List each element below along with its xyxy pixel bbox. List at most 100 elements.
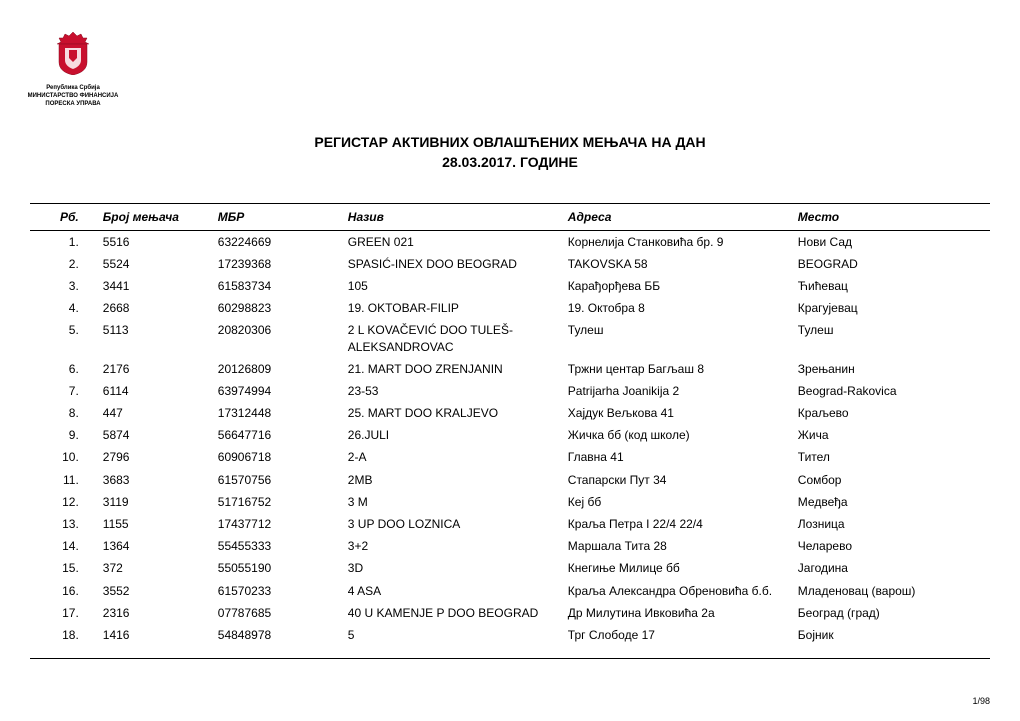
cell-broj: 447 [99,402,214,424]
cell-naziv: 4 ASA [344,580,564,602]
cell-mbr: 51716752 [214,491,344,513]
cell-broj: 2668 [99,297,214,319]
cell-mesto: Лозница [794,513,990,535]
table-row: 2.552417239368SPASIĆ-INEX DOO BEOGRADTAK… [30,253,990,275]
cell-rb: 9. [30,424,99,446]
page-number: 1/98 [972,696,990,706]
ministry-line1: Република Србија [18,85,128,93]
col-header-mesto: Место [794,203,990,230]
cell-rb: 7. [30,380,99,402]
cell-naziv: 19. OKTOBAR-FILIP [344,297,564,319]
table-row: 10.2796609067182-AГлавна 41Тител [30,446,990,468]
cell-rb: 16. [30,580,99,602]
cell-naziv: 23-53 [344,380,564,402]
ministry-line3: ПОРЕСКА УПРАВА [18,101,128,109]
cell-naziv: 25. MART DOO KRALJEVO [344,402,564,424]
cell-broj: 6114 [99,380,214,402]
cell-adresa: Хајдук Вељкова 41 [564,402,794,424]
cell-rb: 3. [30,275,99,297]
table-row: 13.1155174377123 UP DOO LOZNICAКраља Пет… [30,513,990,535]
cell-adresa: Тулеш [564,319,794,357]
cell-mesto: Тулеш [794,319,990,357]
register-table: Рб. Број мењача МБР Назив Адреса Место 1… [30,203,990,647]
cell-mbr: 56647716 [214,424,344,446]
cell-broj: 3441 [99,275,214,297]
table-row: 16.3552615702334 ASAКраља Александра Обр… [30,580,990,602]
ministry-caption: Република Србија МИНИСТАРСТВО ФИНАНСИЈА … [18,85,128,108]
table-row: 15.372550551903DКнегиње Милице ббЈагодин… [30,557,990,579]
cell-naziv: 2MB [344,469,564,491]
title-line1: РЕГИСТАР АКТИВНИХ ОВЛАШЋЕНИХ МЕЊАЧА НА Д… [30,133,990,153]
cell-mesto: Жича [794,424,990,446]
cell-naziv: SPASIĆ-INEX DOO BEOGRAD [344,253,564,275]
cell-broj: 3552 [99,580,214,602]
table-row: 5.5113208203062 L KOVAČEVIĆ DOO TULEŠ-AL… [30,319,990,357]
title-line2: 28.03.2017. ГОДИНЕ [30,153,990,173]
cell-rb: 18. [30,624,99,646]
table-row: 14.1364554553333+2Маршала Тита 28Челарев… [30,535,990,557]
document-header: Република Србија МИНИСТАРСТВО ФИНАНСИЈА … [30,30,990,108]
col-header-naziv: Назив [344,203,564,230]
cell-adresa: 19. Октобра 8 [564,297,794,319]
cell-broj: 2316 [99,602,214,624]
cell-rb: 6. [30,358,99,380]
cell-broj: 1155 [99,513,214,535]
cell-mesto: Краљево [794,402,990,424]
cell-adresa: Трг Слободе 17 [564,624,794,646]
cell-rb: 11. [30,469,99,491]
cell-mbr: 17239368 [214,253,344,275]
table-row: 1.551663224669GREEN 021Корнелија Станков… [30,230,990,253]
cell-mesto: Бојник [794,624,990,646]
cell-rb: 5. [30,319,99,357]
cell-rb: 2. [30,253,99,275]
table-row: 3.344161583734105Карађорђева ББЋићевац [30,275,990,297]
cell-naziv: 3 UP DOO LOZNICA [344,513,564,535]
cell-rb: 12. [30,491,99,513]
cell-mesto: Зрењанин [794,358,990,380]
cell-broj: 5516 [99,230,214,253]
cell-naziv: 3D [344,557,564,579]
cell-naziv: 2 L KOVAČEVIĆ DOO TULEŠ-ALEKSANDROVAC [344,319,564,357]
cell-naziv: 21. MART DOO ZRENJANIN [344,358,564,380]
cell-naziv: 105 [344,275,564,297]
cell-mbr: 61583734 [214,275,344,297]
cell-mbr: 60906718 [214,446,344,468]
cell-mesto: Челарево [794,535,990,557]
col-header-adresa: Адреса [564,203,794,230]
table-row: 7.61146397499423-53Patrijarha Joanikija … [30,380,990,402]
register-table-container: Рб. Број мењача МБР Назив Адреса Место 1… [30,203,990,660]
cell-mbr: 55455333 [214,535,344,557]
table-row: 8.4471731244825. MART DOO KRALJEVOХајдук… [30,402,990,424]
cell-naziv: 40 U KAMENJE P DOO BEOGRAD [344,602,564,624]
cell-broj: 372 [99,557,214,579]
cell-adresa: Кнегиње Милице бб [564,557,794,579]
cell-broj: 2796 [99,446,214,468]
cell-naziv: 2-A [344,446,564,468]
table-row: 4.26686029882319. OKTOBAR-FILIP19. Октоб… [30,297,990,319]
cell-adresa: Patrijarha Joanikija 2 [564,380,794,402]
cell-mesto: Beograd-Rakovica [794,380,990,402]
cell-broj: 3683 [99,469,214,491]
col-header-rb: Рб. [30,203,99,230]
cell-rb: 1. [30,230,99,253]
cell-adresa: Стапарски Пут 34 [564,469,794,491]
table-footer-rule [30,658,990,659]
cell-naziv: 26.JULI [344,424,564,446]
cell-mbr: 63974994 [214,380,344,402]
cell-mbr: 20820306 [214,319,344,357]
cell-rb: 10. [30,446,99,468]
cell-adresa: Корнелија Станковића бр. 9 [564,230,794,253]
cell-mbr: 55055190 [214,557,344,579]
cell-naziv: 5 [344,624,564,646]
cell-mesto: Јагодина [794,557,990,579]
cell-mbr: 20126809 [214,358,344,380]
cell-adresa: TAKOVSKA 58 [564,253,794,275]
cell-mbr: 63224669 [214,230,344,253]
table-row: 9.58745664771626.JULIЖичка бб (код школе… [30,424,990,446]
cell-rb: 17. [30,602,99,624]
table-row: 11.3683615707562MBСтапарски Пут 34Сомбор [30,469,990,491]
cell-broj: 3119 [99,491,214,513]
table-row: 12.3119517167523 MКеј ббМедвеђа [30,491,990,513]
cell-adresa: Главна 41 [564,446,794,468]
cell-broj: 5874 [99,424,214,446]
